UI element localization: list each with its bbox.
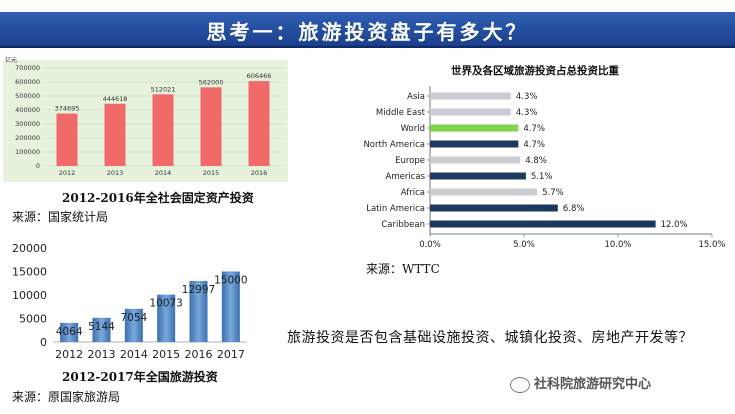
chart3-bar xyxy=(430,172,526,180)
chart2-xtick: 2014 xyxy=(120,348,148,361)
chart2-value-label: 10073 xyxy=(149,298,182,310)
chart3-category-label: World xyxy=(401,124,425,134)
chart1-xtick: 2013 xyxy=(107,169,124,177)
chart1-ytick: 100000 xyxy=(15,148,40,156)
chart1-value-label: 374695 xyxy=(55,105,80,113)
chart1-ytick: 300000 xyxy=(15,120,40,128)
chart2-ytick: 20000 xyxy=(12,242,47,255)
chart2-bar xyxy=(221,271,240,342)
chart3-bar xyxy=(430,156,521,164)
chart3-category-label: Europe xyxy=(395,156,425,166)
chart1-ytick: 500000 xyxy=(15,92,40,100)
chart1-bar xyxy=(200,87,222,166)
chart1-value-label: 512021 xyxy=(151,85,176,93)
chart3-value-label: 12.0% xyxy=(661,220,688,230)
chart3-title: 世界及各区域旅游投资占总投资比重 xyxy=(451,64,619,77)
header-banner: 思考一：旅游投资盘子有多大？ xyxy=(0,12,735,48)
chart3-value-label: 4.3% xyxy=(516,108,538,118)
chart2-xtick: 2015 xyxy=(152,348,180,361)
chart1-value-label: 444618 xyxy=(103,95,128,103)
chart3-value-label: 5.1% xyxy=(531,172,553,182)
wechat-icon xyxy=(510,376,530,393)
chart2-bar xyxy=(60,322,79,342)
chart1-unit: 亿元 xyxy=(5,56,17,64)
chart1-xtick: 2015 xyxy=(203,169,220,177)
chart1-xtick: 2016 xyxy=(251,169,268,177)
chart3-category-label: Asia xyxy=(407,92,425,102)
fixed-asset-investment-chart: 亿元 0 100000 200000 300000 400000 500000 600000 7… xyxy=(5,56,283,177)
chart2-value-label: 12997 xyxy=(182,284,215,296)
chart1-value-label: 606466 xyxy=(247,72,272,80)
chart1-xtick: 2012 xyxy=(59,169,76,177)
chart2-ytick: 15000 xyxy=(12,266,47,279)
chart3-value-label: 6.8% xyxy=(563,204,585,214)
chart3-category-label: Caribbean xyxy=(381,220,425,230)
chart3-category-label: Latin America xyxy=(366,204,425,214)
watermark-text: 社科院旅游研究中心 xyxy=(534,377,652,392)
chart3-category-label: Americas xyxy=(386,172,426,182)
chart2-ytick: 5000 xyxy=(19,313,47,326)
chart2-value-label: 5144 xyxy=(88,321,115,333)
chart2-source: 来源：原国家旅游局 xyxy=(12,390,121,404)
chart1-title: 2012-2016年全社会固定资产投资 xyxy=(62,191,254,205)
chart2-bar xyxy=(124,308,143,342)
chart2-value-label: 15000 xyxy=(214,275,247,287)
chart3-value-label: 4.7% xyxy=(523,140,545,150)
chart3-bar xyxy=(430,124,519,132)
chart2-xtick: 2016 xyxy=(185,348,213,361)
chart2-xtick: 2012 xyxy=(55,348,83,361)
question-text: 旅游投资是否包含基础设施投资、城镇化投资、房地产开发等？ xyxy=(287,330,693,346)
chart2-bar xyxy=(189,280,208,342)
chart2-title: 2012-2017年全国旅游投资 xyxy=(62,370,218,384)
chart3-value-label: 4.8% xyxy=(525,156,547,166)
chart3-value-label: 4.3% xyxy=(516,92,538,102)
chart3-xtick: 15.0% xyxy=(698,240,725,250)
chart1-bar xyxy=(248,81,270,166)
chart1-bar xyxy=(152,94,174,166)
chart3-bar xyxy=(430,140,519,148)
watermark: 社科院旅游研究中心 xyxy=(510,373,651,393)
chart2-ytick: 0 xyxy=(40,336,47,349)
chart2-bar xyxy=(92,317,111,342)
chart1-source: 来源：国家统计局 xyxy=(12,210,109,224)
chart3-value-label: 5.7% xyxy=(542,188,564,198)
chart3-source: 来源：WTTC xyxy=(366,262,440,276)
chart3-category-label: Africa xyxy=(401,188,425,198)
page-title: 思考一：旅游投资盘子有多大？ xyxy=(206,20,529,44)
tourism-investment-chart: 0 5000 10000 15000 20000 4064 2012 5144 2013 7054… xyxy=(12,242,248,361)
chart1-ytick: 400000 xyxy=(15,106,40,114)
chart1-background xyxy=(3,60,288,182)
chart2-bar xyxy=(157,294,176,342)
chart2-xtick: 2017 xyxy=(217,348,245,361)
chart1-ytick: 0 xyxy=(36,162,40,170)
chart2-value-label: 4064 xyxy=(56,326,83,338)
chart1-ytick: 600000 xyxy=(15,78,40,86)
chart3-xtick: 10.0% xyxy=(604,240,631,250)
chart1-ytick: 200000 xyxy=(15,134,40,142)
chart3-value-label: 4.7% xyxy=(523,124,545,134)
chart3-bar xyxy=(430,188,538,196)
chart3-bar xyxy=(430,204,558,212)
chart3-bar xyxy=(430,92,511,100)
chart1-bar xyxy=(56,113,78,166)
chart3-xtick: 5.0% xyxy=(513,240,535,250)
chart3-bar xyxy=(430,108,511,116)
chart2-value-label: 7054 xyxy=(120,312,147,324)
chart1-value-label: 562000 xyxy=(199,78,224,86)
chart2-ytick: 10000 xyxy=(12,289,47,302)
chart2-xtick: 2013 xyxy=(88,348,116,361)
chart1-ytick: 700000 xyxy=(15,64,40,72)
chart3-xtick: 0.0% xyxy=(419,240,441,250)
chart1-bar xyxy=(104,103,126,166)
tourism-investment-share-chart: 世界及各区域旅游投资占总投资比重 Asia 4.3% Middle East 4.3% W… xyxy=(363,64,725,250)
chart1-xtick: 2014 xyxy=(155,169,172,177)
chart3-category-label: North America xyxy=(363,140,425,150)
chart3-category-label: Middle East xyxy=(376,108,426,118)
chart3-bar xyxy=(430,220,656,228)
